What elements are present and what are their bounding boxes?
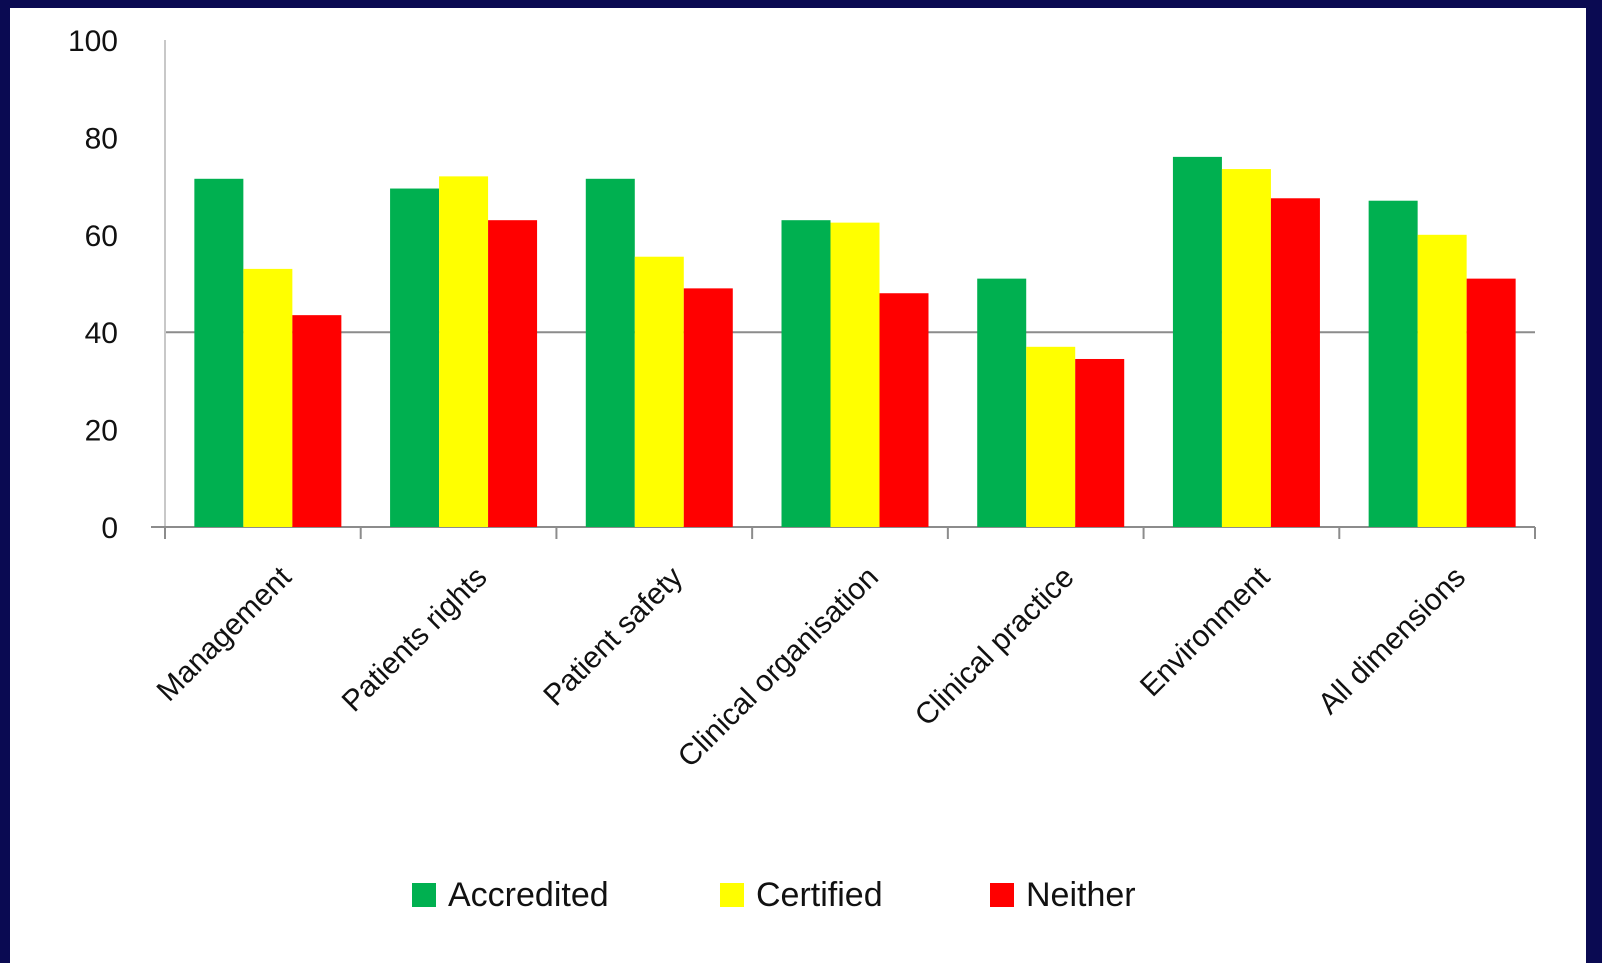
bar-neither bbox=[1075, 358, 1125, 527]
y-tick-label: 20 bbox=[85, 415, 118, 448]
x-tick-label: Clinical organisation bbox=[672, 561, 885, 774]
x-tick-label: Patient safety bbox=[537, 561, 689, 713]
bar-accredited bbox=[977, 278, 1027, 527]
bar-neither bbox=[292, 315, 342, 527]
bar-accredited bbox=[194, 178, 244, 528]
legend-label-accredited: Accredited bbox=[448, 876, 609, 914]
y-tick-label: 80 bbox=[85, 122, 118, 155]
bar-accredited bbox=[390, 188, 440, 527]
bar-neither bbox=[1270, 198, 1320, 527]
bar-certified bbox=[1221, 169, 1271, 527]
y-tick-label: 40 bbox=[85, 317, 118, 350]
legend: Accredited Certified Neither bbox=[412, 876, 1136, 914]
bar-certified bbox=[634, 256, 684, 527]
y-tick-label: 0 bbox=[101, 512, 118, 545]
x-tick-label: Environment bbox=[1134, 560, 1277, 703]
legend-label-neither: Neither bbox=[1026, 876, 1136, 914]
legend-swatch-accredited bbox=[412, 883, 436, 907]
bar-neither bbox=[879, 293, 929, 527]
bar-neither bbox=[488, 220, 538, 527]
bar-accredited bbox=[1368, 200, 1418, 527]
x-tick-label: Management bbox=[151, 560, 299, 708]
bar-neither bbox=[683, 288, 733, 527]
x-tick-label: Patients rights bbox=[336, 561, 494, 719]
bars bbox=[194, 156, 1516, 528]
x-tick-labels: Management Patients rights Patient safetyC… bbox=[151, 560, 1472, 774]
y-tick-label: 100 bbox=[68, 25, 118, 58]
bar-accredited bbox=[781, 220, 831, 527]
y-tick-label: 60 bbox=[85, 220, 118, 253]
x-tick-label: All dimensions bbox=[1312, 561, 1472, 721]
legend-swatch-certified bbox=[720, 883, 744, 907]
legend-label-certified: Certified bbox=[756, 876, 883, 914]
bar-neither bbox=[1466, 278, 1516, 527]
y-tick-labels: 0 20 40 60 80 100 bbox=[68, 25, 118, 545]
bar-certified bbox=[1417, 234, 1467, 528]
legend-swatch-neither bbox=[990, 883, 1014, 907]
bar-certified bbox=[830, 222, 880, 527]
bar-accredited bbox=[1172, 156, 1222, 527]
bar-certified bbox=[1026, 346, 1076, 527]
bar-certified bbox=[439, 176, 489, 528]
x-tick-label: Clinical practice bbox=[909, 561, 1081, 733]
bar-accredited bbox=[585, 178, 635, 528]
bar-certified bbox=[243, 268, 293, 527]
